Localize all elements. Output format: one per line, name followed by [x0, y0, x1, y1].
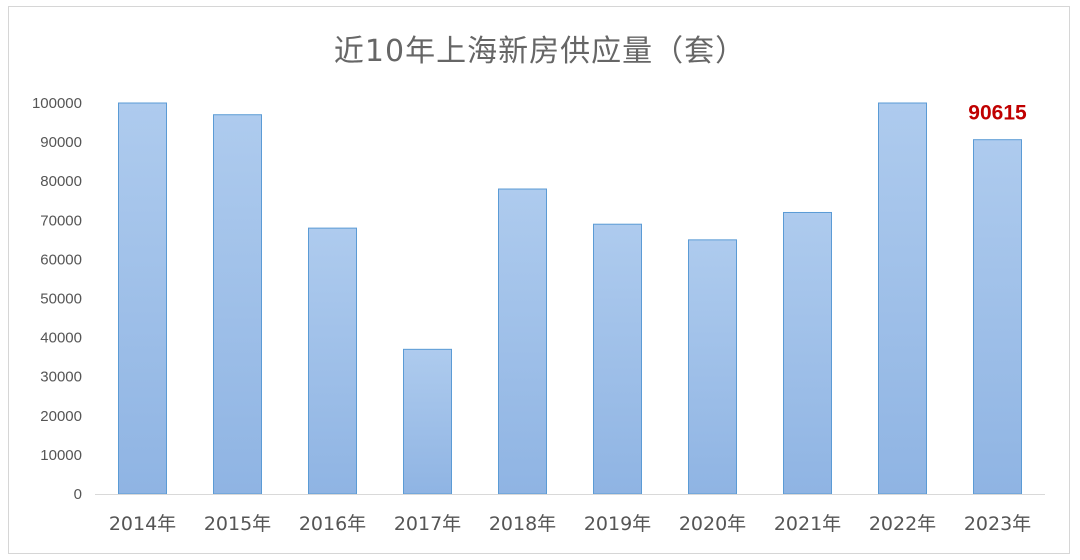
y-tick-label: 100000 — [32, 95, 82, 112]
bar — [973, 139, 1022, 495]
x-axis-labels: 2014年 2015年 2016年 2017年 2018年 2019年 2020年 2021年… — [109, 513, 1031, 535]
x-tick-label: 2021年 — [774, 513, 841, 535]
x-tick-label: 2017年 — [394, 513, 461, 535]
chart-title: 近10年上海新房供应量（套） — [333, 34, 747, 69]
y-tick-label: 90000 — [40, 134, 82, 151]
bar — [118, 102, 167, 495]
y-tick-label: 20000 — [40, 408, 82, 425]
x-tick-label: 2016年 — [299, 513, 366, 535]
y-tick-label: 60000 — [40, 251, 82, 268]
x-tick-label: 2019年 — [584, 513, 651, 535]
x-tick-label: 2023年 — [964, 513, 1031, 535]
bar — [213, 114, 262, 495]
bars — [118, 102, 1022, 495]
x-tick-label: 2014年 — [109, 513, 176, 535]
bar — [783, 211, 832, 495]
x-tick-label: 2015年 — [204, 513, 271, 535]
y-tick-label: 70000 — [40, 212, 82, 229]
bar — [878, 102, 927, 495]
x-tick-label: 2022年 — [869, 513, 936, 535]
y-tick-label: 0 — [74, 486, 82, 503]
x-tick-label: 2018年 — [489, 513, 556, 535]
bar — [688, 239, 737, 495]
data-label: 90615 — [968, 102, 1027, 125]
bar — [308, 227, 357, 495]
y-axis-ticks: 0 10000 20000 30000 40000 50000 60000 70000 8000… — [32, 95, 82, 503]
bar — [498, 188, 547, 495]
bar — [403, 348, 452, 495]
y-tick-label: 50000 — [40, 291, 82, 308]
y-tick-label: 40000 — [40, 330, 82, 347]
y-tick-label: 30000 — [40, 369, 82, 386]
data-labels: 90615 — [968, 102, 1027, 125]
x-tick-label: 2020年 — [679, 513, 746, 535]
y-tick-label: 10000 — [40, 447, 82, 464]
bar — [593, 223, 642, 495]
y-tick-label: 80000 — [40, 173, 82, 190]
